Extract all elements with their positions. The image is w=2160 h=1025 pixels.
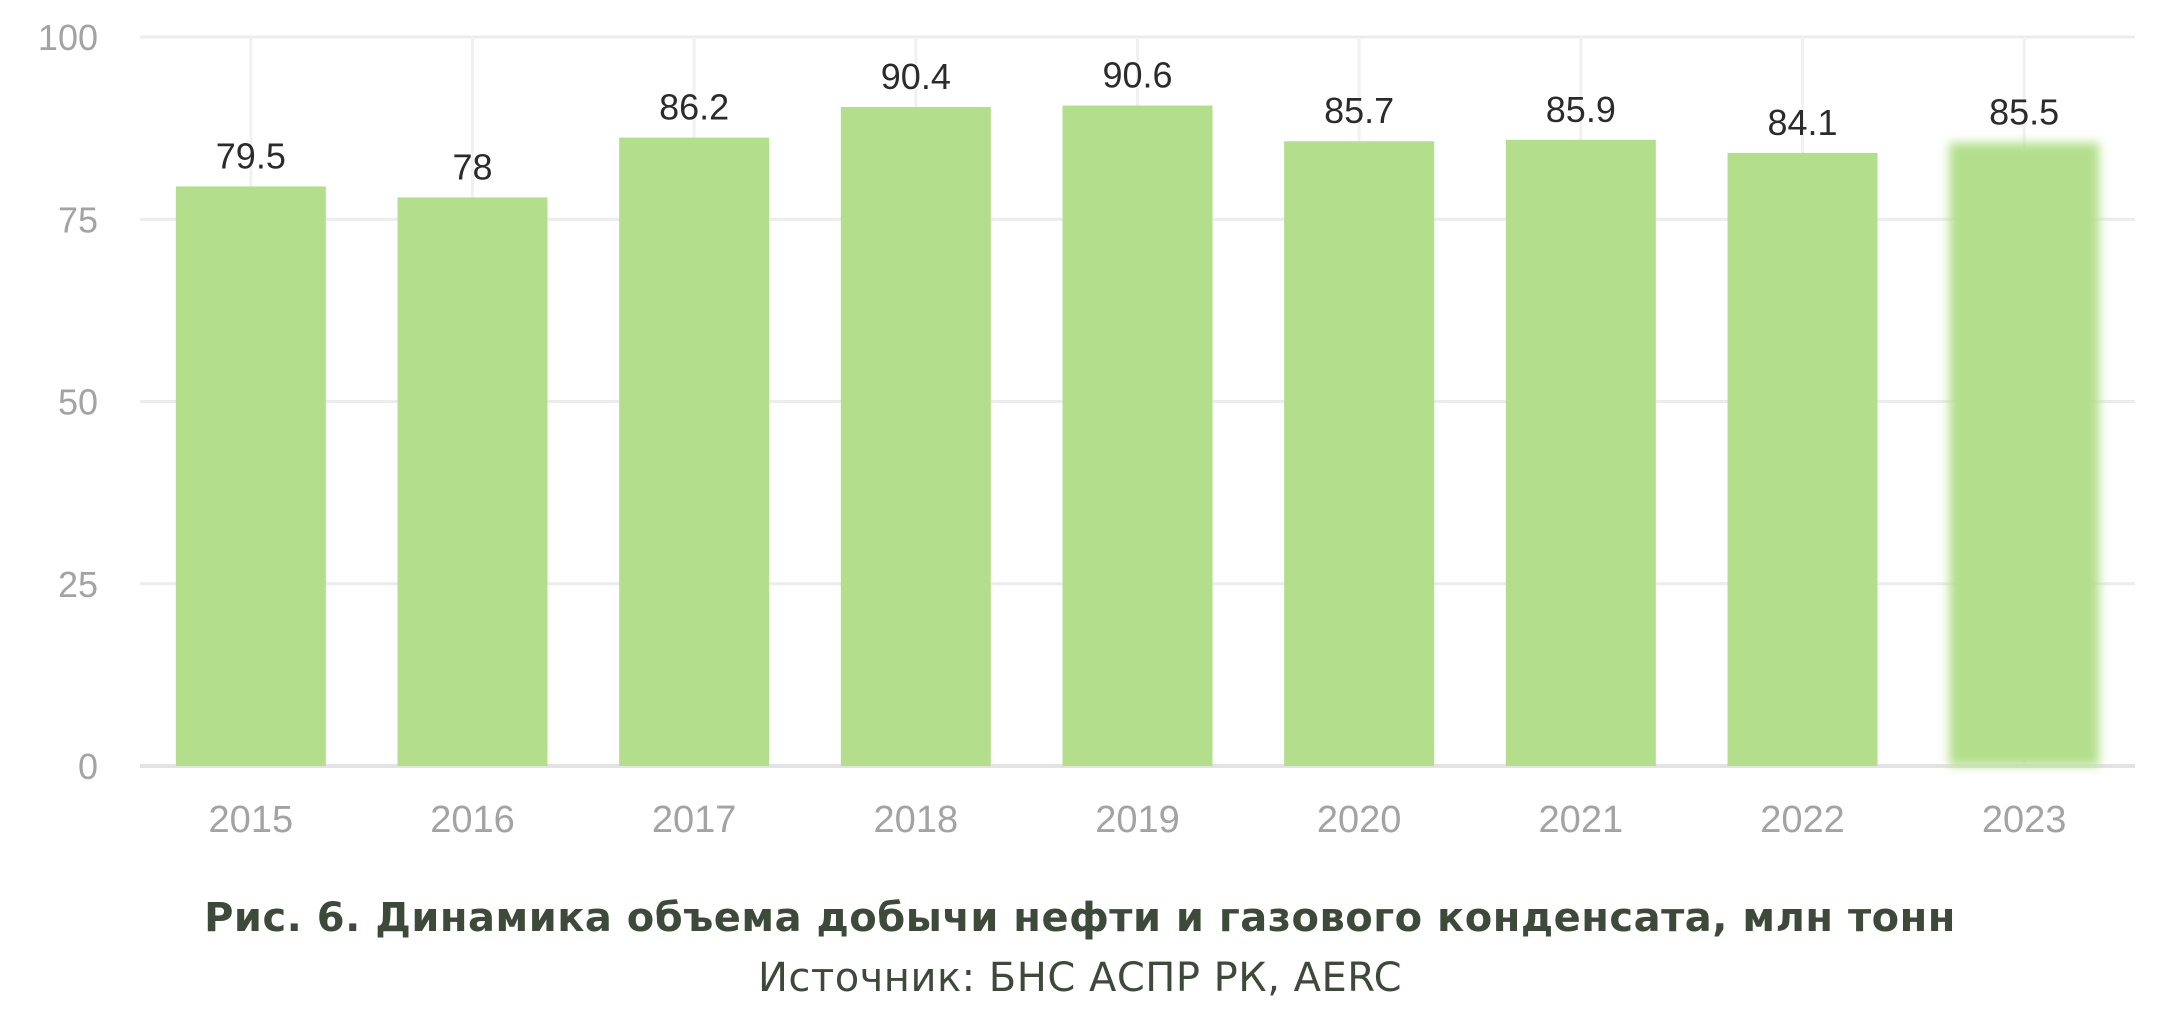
data-label-2018: 90.4	[881, 56, 951, 97]
data-label-2017: 86.2	[659, 87, 729, 128]
y-tick-label: 25	[58, 564, 98, 605]
data-label-2019: 90.6	[1102, 55, 1172, 96]
bar-chart: 0 25 50 75 100 79.5 78 86.2 90.4 90.6 85.7 85.9 84.…	[38, 17, 2135, 841]
data-label-2020: 85.7	[1324, 90, 1394, 131]
bar-2019	[1062, 105, 1213, 766]
y-tick-label: 75	[58, 199, 98, 240]
x-tick-label-2019: 2019	[1095, 799, 1180, 841]
bars	[175, 105, 2100, 767]
x-tick-label-2023: 2023	[1982, 799, 2067, 841]
bar-2021	[1505, 139, 1656, 766]
y-tick-label: 100	[38, 17, 98, 58]
bar-2022	[1727, 152, 1878, 766]
bar-2017	[619, 137, 770, 767]
x-tick-label-2018: 2018	[874, 799, 959, 841]
bar-2020	[1284, 141, 1435, 766]
x-tick-label-2022: 2022	[1760, 799, 1845, 841]
data-label-2015: 79.5	[216, 135, 286, 176]
data-labels: 79.5 78 86.2 90.4 90.6 85.7 85.9 84.1 85.5	[216, 55, 2059, 188]
data-label-2022: 84.1	[1767, 102, 1837, 143]
figure-caption-source: Источник: БНС АСПР РК, AERC	[757, 955, 1402, 1001]
y-tick-label: 0	[78, 746, 98, 787]
x-tick-label-2017: 2017	[652, 799, 737, 841]
x-tick-label-2016: 2016	[430, 799, 515, 841]
bar-2016	[397, 197, 548, 766]
y-axis-tick-labels: 0 25 50 75 100	[38, 17, 98, 787]
x-tick-label-2020: 2020	[1317, 799, 1402, 841]
data-label-2016: 78	[452, 146, 492, 187]
x-tick-label-2021: 2021	[1539, 799, 1624, 841]
x-tick-label-2015: 2015	[209, 799, 294, 841]
data-label-2021: 85.9	[1546, 89, 1616, 130]
data-label-2023: 85.5	[1989, 92, 2059, 133]
bar-2018	[840, 106, 991, 766]
figure-caption-title: Рис. 6. Динамика объема добычи нефти и г…	[204, 895, 1956, 941]
bar-2023	[1949, 142, 2100, 766]
y-tick-label: 50	[58, 382, 98, 423]
bar-2015	[175, 186, 326, 766]
x-axis-tick-labels: 2015 2016 2017 2018 2019 2020 2021 2022 2023	[209, 799, 2067, 841]
